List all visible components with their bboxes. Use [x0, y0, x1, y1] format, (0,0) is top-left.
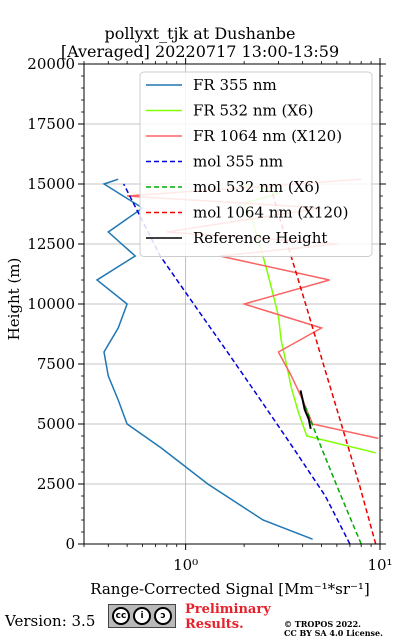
copyright-line1: © TROPOS 2022. [284, 619, 361, 629]
legend-label: FR 1064 nm (X120) [193, 127, 342, 145]
y-tick-label: 7500 [37, 355, 75, 373]
copyright: © TROPOS 2022. CC BY SA 4.0 License. [284, 620, 383, 638]
y-axis-label: Height (m) [5, 257, 23, 341]
y-tick-label: 15000 [27, 175, 75, 193]
legend-label: Reference Height [193, 229, 327, 247]
legend-label: FR 355 nm [193, 76, 277, 94]
plot-frame [83, 63, 381, 545]
legend-label: mol 532 nm (X6) [193, 178, 320, 196]
y-tick-label: 2500 [37, 475, 75, 493]
chart-title: pollyxt_tjk at Dushanbe [104, 24, 296, 43]
chart-subtitle: [Averaged] 20220717 13:00-13:59 [60, 42, 340, 61]
x-tick-label: 10¹ [367, 556, 392, 574]
legend-label: FR 532 nm (X6) [193, 102, 313, 120]
x-tick-label: 10⁰ [173, 556, 198, 574]
y-tick-label: 20000 [27, 55, 75, 73]
preliminary-note: Preliminary Results. [185, 602, 271, 632]
prelim-line2: Results. [185, 617, 244, 632]
legend-label: mol 1064 nm (X120) [193, 204, 348, 222]
legend: FR 355 nm FR 532 nm (X6) FR 1064 nm (X120)… [139, 71, 373, 257]
y-tick-label: 5000 [37, 415, 75, 433]
axes: 0 2500 5000 7500 10000 12500 15000 17500 20000 10… [27, 55, 392, 574]
x-axis-label: Range-Corrected Signal [Mm⁻¹*sr⁻¹] [90, 580, 370, 598]
y-tick-label: 0 [65, 535, 75, 553]
version-label: Version: 3.5 [5, 612, 96, 630]
prelim-line1: Preliminary [185, 602, 271, 617]
y-tick-label: 17500 [27, 115, 75, 133]
y-tick-label: 10000 [27, 295, 75, 313]
series-line-mol-532-nm-x6 [302, 399, 362, 545]
legend-box [139, 71, 373, 257]
legend-label: mol 355 nm [193, 153, 283, 171]
series-line-fr-355-nm [95, 178, 313, 540]
series-line-reference-height [299, 390, 312, 429]
y-tick-label: 12500 [27, 235, 75, 253]
cc-by-sa-icon: cc i ↄ [108, 604, 176, 628]
copyright-line2: CC BY SA 4.0 License. [284, 628, 383, 638]
